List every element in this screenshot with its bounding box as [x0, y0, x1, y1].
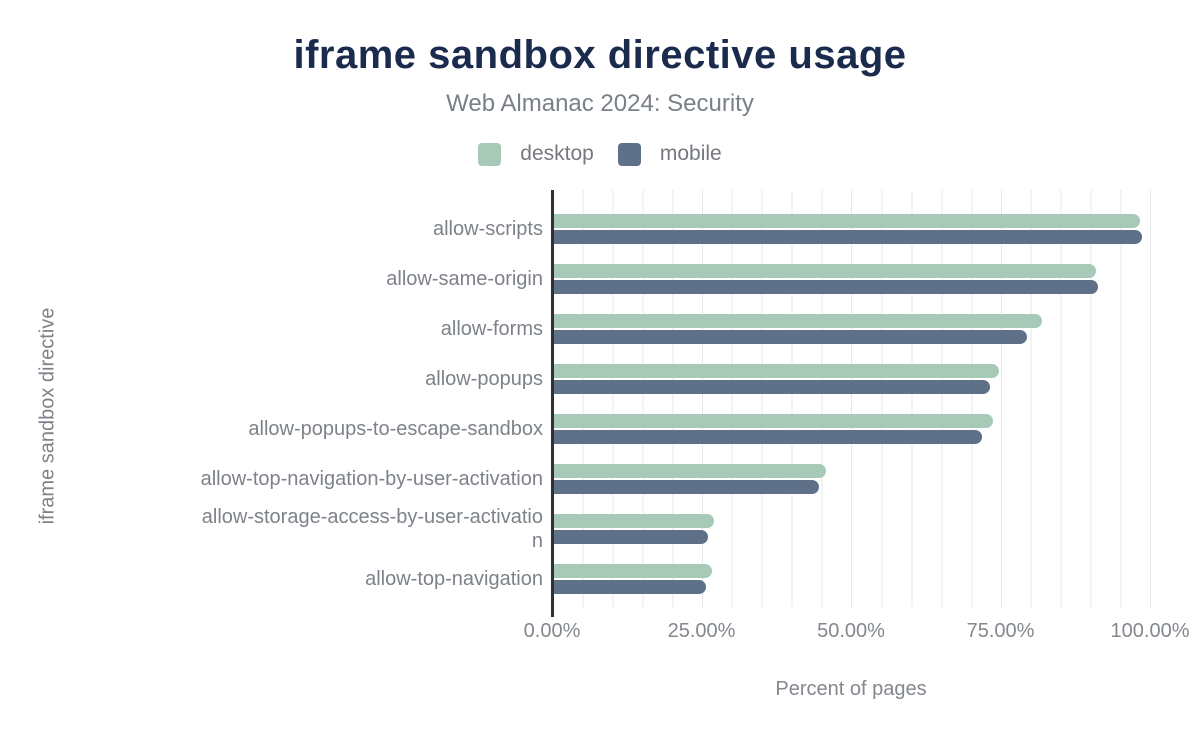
- gridline-minor-20: [671, 190, 674, 607]
- category-label-allow-forms: allow-forms: [440, 318, 543, 340]
- gridline-minor-90: [1090, 190, 1093, 607]
- gridline-minor-65: [940, 190, 943, 607]
- desktop-legend-label: desktop: [520, 142, 594, 165]
- desktop-bar-allow-popups-to-escape-sandbox: [552, 414, 994, 428]
- gridline-minor-80: [1030, 190, 1033, 607]
- desktop-legend-swatch: [478, 142, 502, 166]
- legend: desktop mobile: [0, 142, 1200, 166]
- category-label-allow-top-navigation: allow-top-navigation: [365, 568, 543, 590]
- mobile-bar-allow-popups-to-escape-sandbox: [552, 430, 982, 444]
- desktop-bar-allow-same-origin: [552, 264, 1096, 278]
- plot-area: [552, 190, 1151, 607]
- gridline-minor-45: [821, 190, 824, 607]
- mobile-bar-allow-scripts: [552, 230, 1142, 244]
- desktop-bar-allow-scripts: [552, 214, 1140, 228]
- x-tick-label-0: 0.00%: [523, 620, 581, 642]
- category-label-allow-storage-access-by-user-activation: allow-storage-access-by-user-activatio n: [201, 506, 543, 552]
- mobile-bar-allow-storage-access-by-user-activation: [552, 530, 709, 544]
- x-tick-label-75: 75.00%: [966, 620, 1035, 642]
- gridline-minor-95: [1120, 190, 1123, 607]
- x-tick-label-50: 50.00%: [817, 620, 885, 642]
- category-label-allow-scripts: allow-scripts: [432, 218, 543, 240]
- desktop-bar-allow-top-navigation: [552, 564, 712, 578]
- desktop-bar-allow-popups: [552, 364, 999, 378]
- gridline-major-75: [1000, 190, 1002, 607]
- x-tick-label-100: 100.00%: [1110, 620, 1190, 642]
- gridline-minor-85: [1060, 190, 1063, 607]
- mobile-bar-allow-popups: [552, 380, 990, 394]
- desktop-bar-allow-forms: [552, 314, 1043, 328]
- gridline-minor-60: [910, 190, 913, 607]
- x-axis-title: Percent of pages: [775, 678, 927, 700]
- gridline-minor-15: [641, 190, 644, 607]
- category-label-allow-top-navigation-by-user-activation: allow-top-navigation-by-user-activation: [200, 468, 543, 490]
- chart-subtitle: Web Almanac 2024: Security: [446, 90, 754, 117]
- mobile-bar-allow-forms: [552, 330, 1028, 344]
- desktop-bar-allow-storage-access-by-user-activation: [552, 514, 715, 528]
- gridline-minor-40: [791, 190, 794, 607]
- mobile-legend-swatch: [617, 142, 641, 166]
- x-tick-label-25: 25.00%: [667, 620, 736, 642]
- gridline-minor-30: [731, 190, 734, 607]
- gridline-major-100: [1150, 190, 1151, 607]
- gridline-major-25: [701, 190, 703, 607]
- mobile-bar-allow-same-origin: [552, 280, 1098, 294]
- mobile-legend-label: mobile: [659, 142, 722, 165]
- mobile-bar-allow-top-navigation: [552, 580, 706, 594]
- gridline-major-50: [851, 190, 852, 607]
- desktop-bar-allow-top-navigation-by-user-activation: [552, 464, 826, 478]
- chart-title: iframe sandbox directive usage: [293, 33, 907, 77]
- gridline-minor-5: [581, 190, 584, 607]
- legend-item-mobile: mobile: [617, 142, 722, 166]
- gridline-minor-55: [880, 190, 883, 607]
- y-axis-line: [551, 190, 554, 617]
- legend-item-desktop: desktop: [478, 142, 594, 166]
- gridline-minor-10: [611, 190, 614, 607]
- mobile-bar-allow-top-navigation-by-user-activation: [552, 480, 820, 494]
- category-label-allow-popups: allow-popups: [425, 368, 543, 390]
- category-label-allow-same-origin: allow-same-origin: [386, 268, 543, 290]
- gridline-minor-35: [761, 190, 764, 607]
- category-label-allow-popups-to-escape-sandbox: allow-popups-to-escape-sandbox: [248, 418, 543, 440]
- gridline-minor-70: [970, 190, 973, 607]
